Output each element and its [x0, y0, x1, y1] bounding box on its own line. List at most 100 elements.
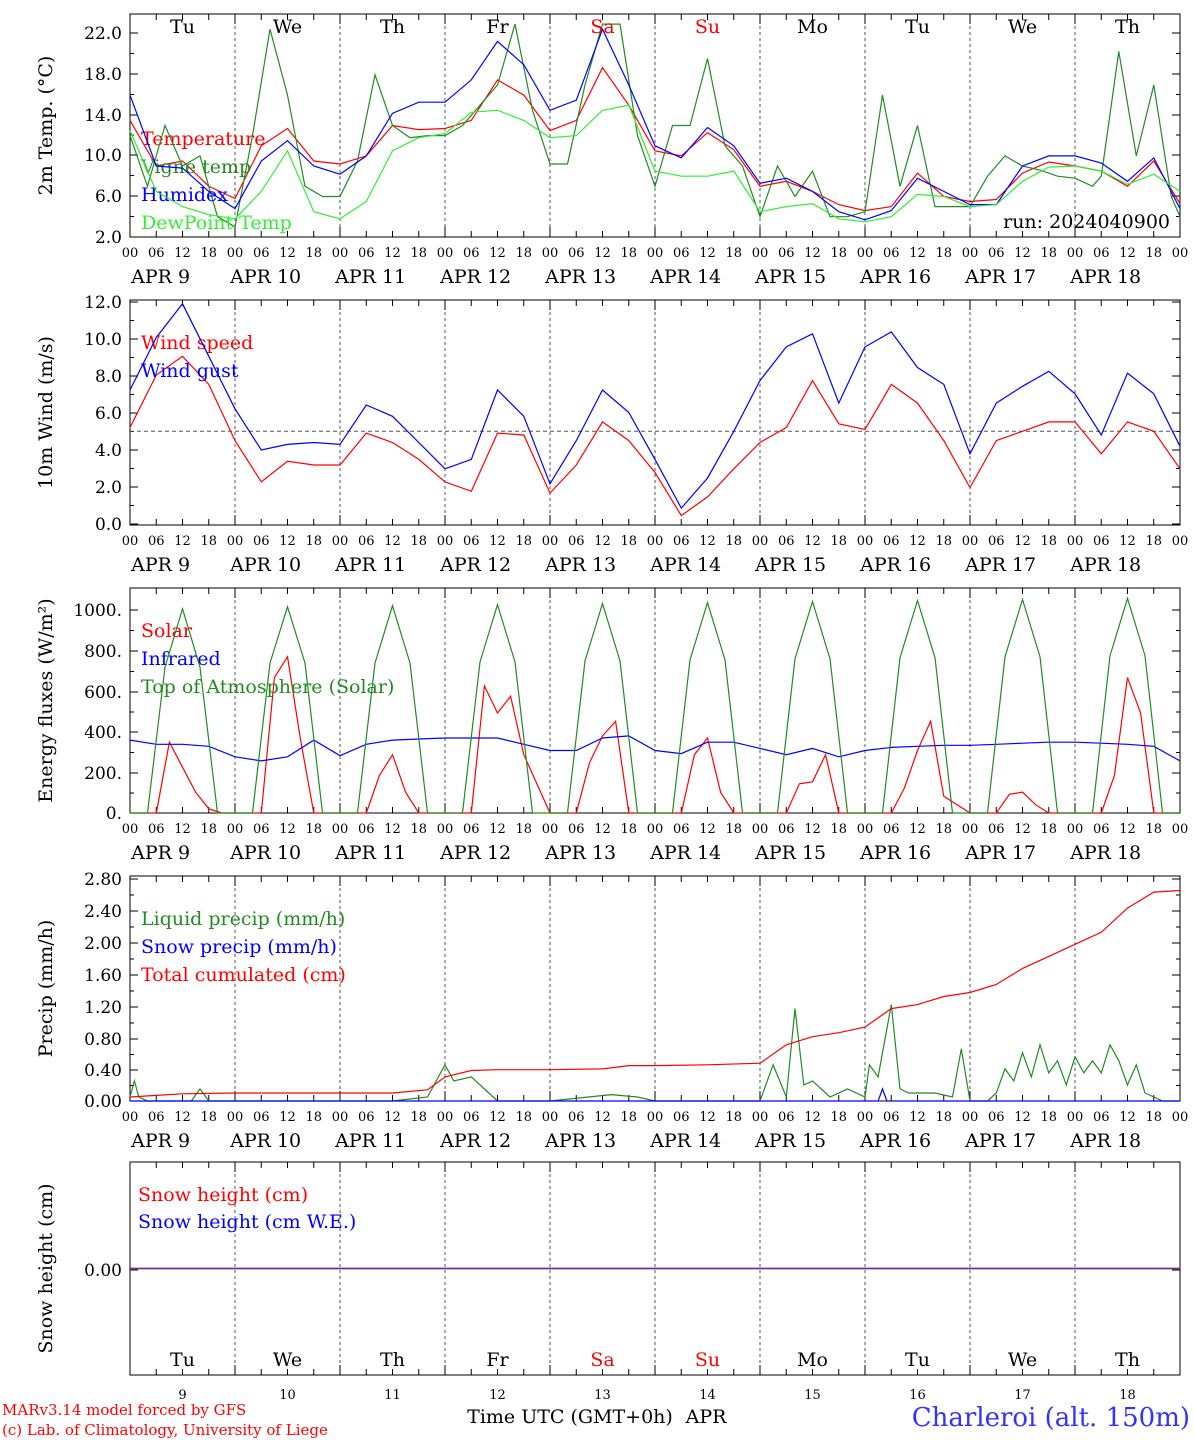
legend-entry: Infrared — [141, 648, 221, 670]
y-tick-label: 0.40 — [84, 1061, 122, 1081]
hour-tick-label: 00 — [857, 534, 874, 549]
hour-tick-label: 00 — [332, 246, 349, 261]
day-number-label: 17 — [1014, 1388, 1031, 1403]
hour-tick-label: 00 — [1172, 822, 1189, 837]
date-label: APR 17 — [964, 266, 1036, 288]
hour-tick-label: 00 — [332, 822, 349, 837]
hour-tick-label: 06 — [358, 822, 375, 837]
hour-tick-label: 18 — [1145, 246, 1162, 261]
y-tick-label: 22.0 — [84, 24, 122, 44]
date-label: APR 18 — [1069, 554, 1141, 576]
date-label: APR 16 — [859, 842, 931, 864]
day-number-label: 10 — [279, 1388, 296, 1403]
date-label: APR 14 — [649, 1130, 721, 1152]
hour-tick-label: 18 — [305, 246, 322, 261]
hour-tick-label: 06 — [988, 534, 1005, 549]
weekday-label: We — [1008, 1349, 1037, 1371]
hour-tick-label: 06 — [358, 1110, 375, 1125]
weekday-label: Fr — [486, 16, 509, 38]
hour-tick-label: 12 — [174, 534, 191, 549]
legend-entry: Wind speed — [141, 332, 253, 354]
hour-tick-label: 00 — [227, 534, 244, 549]
hour-tick-label: 06 — [673, 534, 690, 549]
hour-tick-label: 06 — [568, 246, 585, 261]
hour-tick-label: 06 — [568, 822, 585, 837]
hour-tick-label: 06 — [883, 822, 900, 837]
credit-line-2: (c) Lab. of Climatology, University of L… — [2, 1421, 328, 1439]
day-number-label: 12 — [489, 1388, 506, 1403]
weekday-label: Th — [380, 16, 405, 38]
hour-tick-label: 00 — [122, 534, 139, 549]
legend-entry: Snow height (cm) — [138, 1184, 308, 1206]
series-line-humidex — [129, 27, 1181, 221]
hour-tick-label: 18 — [515, 1110, 532, 1125]
hour-tick-label: 18 — [1040, 822, 1057, 837]
hour-tick-label: 06 — [568, 1110, 585, 1125]
hour-tick-label: 12 — [1119, 246, 1136, 261]
weekday-label: Tu — [905, 16, 930, 38]
panel-1: 22.0 18.0 14.0 10.0 6.0 2.0 2m Temp. (°C) Tempe… — [35, 13, 1188, 288]
hour-tick-label: 12 — [1014, 246, 1031, 261]
hour-tick-label: 00 — [1067, 822, 1084, 837]
hour-tick-label: 06 — [988, 246, 1005, 261]
hour-tick-label: 00 — [1172, 1110, 1189, 1125]
y-axis-label: 10m Wind (m/s) — [35, 336, 57, 489]
hour-tick-label: 18 — [935, 534, 952, 549]
hour-tick-label: 12 — [489, 246, 506, 261]
y-tick-label: 0. — [106, 804, 122, 824]
y-tick-label: 0.00 — [84, 1092, 122, 1112]
hour-tick-label: 12 — [279, 246, 296, 261]
day-number-label: 9 — [178, 1388, 186, 1403]
hour-tick-label: 06 — [253, 822, 270, 837]
date-label: APR 12 — [439, 266, 511, 288]
hour-tick-label: 12 — [384, 246, 401, 261]
hour-tick-label: 00 — [227, 1110, 244, 1125]
y-tick-label: 6.0 — [95, 187, 122, 207]
hour-tick-label: 18 — [410, 822, 427, 837]
y-tick-label: 2.0 — [95, 228, 122, 248]
hour-tick-label: 18 — [1145, 1110, 1162, 1125]
series-line-top-of-atmosphere-solar- — [130, 596, 1180, 814]
weekday-label: Th — [380, 1349, 405, 1371]
hour-tick-label: 12 — [1119, 534, 1136, 549]
date-label: APR 9 — [130, 554, 190, 576]
hour-tick-label: 18 — [515, 534, 532, 549]
date-label: APR 18 — [1069, 266, 1141, 288]
weekday-label: Su — [695, 1349, 720, 1371]
hour-tick-label: 06 — [148, 822, 165, 837]
y-axis-label: 2m Temp. (°C) — [35, 56, 57, 196]
hour-tick-label: 12 — [699, 1110, 716, 1125]
hour-tick-label: 12 — [909, 822, 926, 837]
hour-tick-label: 12 — [384, 822, 401, 837]
weekday-label: Sa — [590, 16, 614, 38]
hour-tick-label: 18 — [515, 822, 532, 837]
day-number-label: 14 — [699, 1388, 716, 1403]
y-axis-label: Snow height (cm) — [35, 1183, 57, 1353]
weekday-label: We — [1008, 16, 1037, 38]
station-label: Charleroi (alt. 150m) — [912, 1403, 1190, 1433]
day-number-label: 15 — [804, 1388, 821, 1403]
hour-tick-label: 12 — [699, 246, 716, 261]
y-tick-label: 18.0 — [84, 65, 122, 85]
hour-tick-label: 00 — [962, 1110, 979, 1125]
date-label: APR 16 — [859, 554, 931, 576]
plot-frame — [129, 587, 1181, 814]
x-axis-title: Time UTC (GMT+0h) — [467, 1406, 673, 1428]
hour-tick-label: 18 — [725, 822, 742, 837]
hour-tick-label: 18 — [620, 534, 637, 549]
date-label: APR 17 — [964, 842, 1036, 864]
y-tick-label: 200. — [84, 764, 122, 784]
date-label: APR 17 — [964, 554, 1036, 576]
hour-tick-label: 18 — [410, 246, 427, 261]
panel-2: 12.0 10.0 8.0 6.0 4.0 2.0 0.0 10m Wind (m/s) Win… — [35, 293, 1188, 576]
y-tick-label: 4.0 — [95, 441, 122, 461]
hour-tick-label: 06 — [673, 822, 690, 837]
hour-tick-label: 18 — [725, 246, 742, 261]
hour-tick-label: 06 — [778, 1110, 795, 1125]
hour-tick-label: 12 — [1014, 822, 1031, 837]
hour-tick-label: 18 — [830, 246, 847, 261]
hour-tick-label: 12 — [594, 534, 611, 549]
legend-entry: Humidex — [141, 184, 228, 206]
footer: Time UTC (GMT+0h) APR MARv3.14 model for… — [2, 1401, 1190, 1439]
hour-tick-label: 12 — [489, 1110, 506, 1125]
